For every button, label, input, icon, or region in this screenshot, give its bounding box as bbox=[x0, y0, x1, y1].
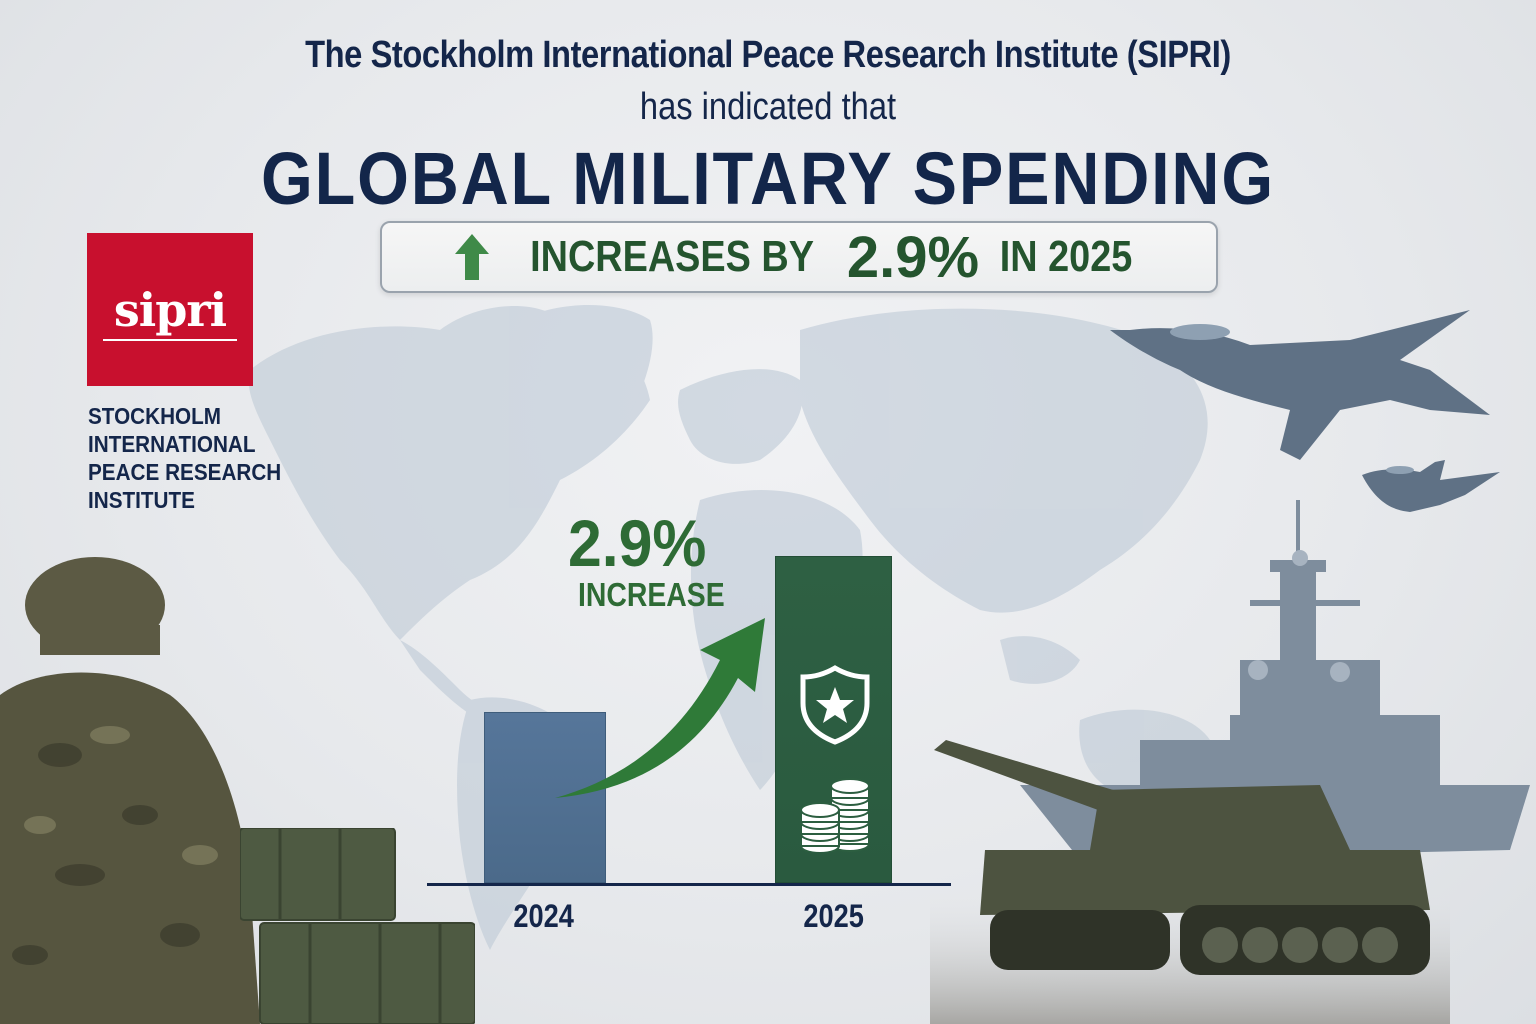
soldier-image bbox=[0, 557, 260, 1024]
coin-stack-icon bbox=[800, 778, 870, 852]
sipri-name-line: INSTITUTE bbox=[88, 487, 195, 513]
battle-tank-image bbox=[930, 740, 1450, 1024]
header-source-line: The Stockholm International Peace Resear… bbox=[305, 34, 1231, 76]
header-subline: has indicated that bbox=[639, 86, 897, 128]
x-label-2024: 2024 bbox=[513, 898, 574, 934]
up-arrow-icon bbox=[454, 234, 489, 280]
sipri-underline bbox=[103, 338, 237, 341]
sipri-name-line: PEACE RESEARCH bbox=[88, 459, 282, 485]
increase-banner: INCREASES BY 2.9% IN 2025 bbox=[380, 221, 1218, 293]
sipri-name-line: INTERNATIONAL bbox=[88, 431, 256, 457]
x-label-2025: 2025 bbox=[803, 898, 864, 934]
increase-label: INCREASE bbox=[578, 576, 725, 613]
bar-2025 bbox=[775, 556, 892, 883]
growth-arrow-icon bbox=[555, 618, 765, 798]
chart-x-axis bbox=[427, 883, 951, 886]
banner-value: 2.9% bbox=[846, 224, 980, 290]
banner-suffix: IN 2025 bbox=[999, 232, 1133, 281]
shield-star-icon bbox=[800, 665, 870, 745]
sipri-logo: sipri bbox=[87, 233, 253, 386]
increase-percentage: 2.9% bbox=[568, 506, 707, 580]
sipri-wordmark: sipri bbox=[113, 282, 227, 337]
bar-2024 bbox=[484, 712, 606, 883]
page-title: GLOBAL MILITARY SPENDING bbox=[261, 137, 1275, 220]
sipri-full-name: STOCKHOLM INTERNATIONAL PEACE RESEARCH I… bbox=[88, 402, 286, 514]
sipri-name-line: STOCKHOLM bbox=[88, 403, 222, 429]
ammunition-crates-image bbox=[240, 828, 475, 1024]
fighter-jets-image bbox=[1110, 310, 1500, 512]
banner-prefix: INCREASES BY bbox=[529, 232, 814, 281]
